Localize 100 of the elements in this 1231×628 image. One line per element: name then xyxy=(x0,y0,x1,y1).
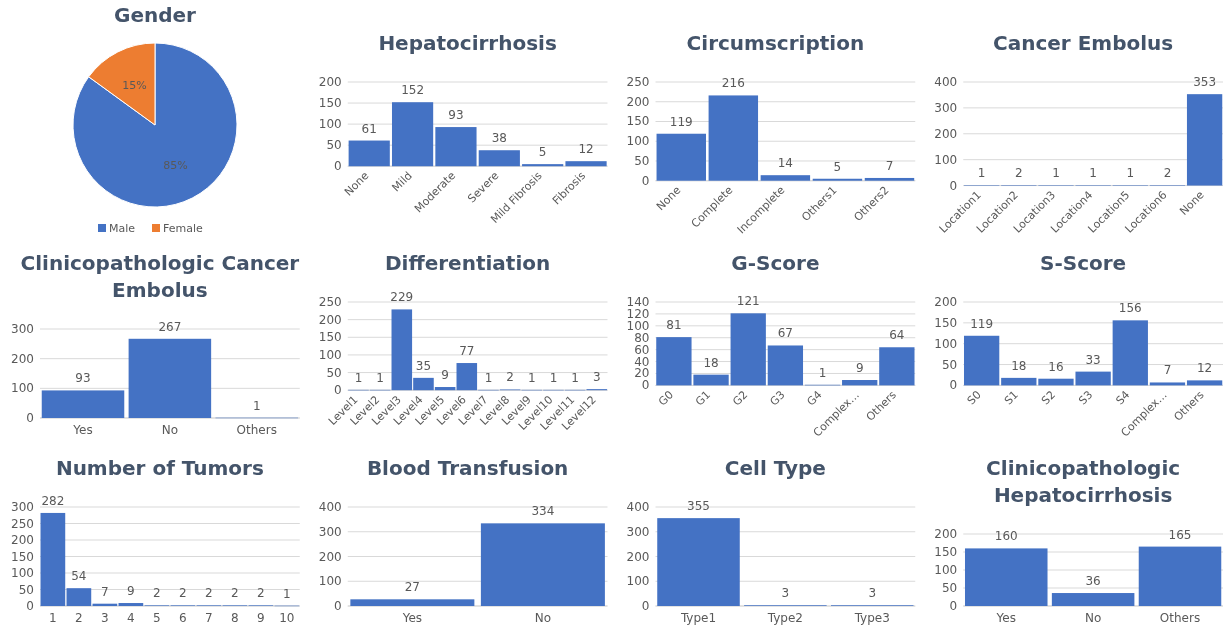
y-tick-label: 100 xyxy=(934,563,958,577)
x-tick-label: Type1 xyxy=(679,611,717,625)
data-label: 2 xyxy=(153,586,161,601)
x-tick-label: Others xyxy=(1159,611,1201,625)
data-label: 81 xyxy=(666,318,682,333)
x-tick-label: 4 xyxy=(127,611,135,625)
bar xyxy=(118,603,144,606)
y-tick-label: 250 xyxy=(11,516,34,531)
x-tick-label: 6 xyxy=(179,611,187,625)
y-tick-label: 400 xyxy=(934,75,958,89)
data-label: 93 xyxy=(75,371,91,386)
data-label: 3 xyxy=(781,586,790,601)
data-label: 119 xyxy=(970,316,994,331)
bar xyxy=(40,512,66,606)
y-tick-label: 0 xyxy=(334,383,342,398)
x-tick-label: Yes xyxy=(401,611,423,625)
y-tick-label: 20 xyxy=(634,366,650,381)
data-label: 33 xyxy=(1085,352,1101,367)
y-tick-label: 150 xyxy=(934,545,958,559)
x-tick-label: 3 xyxy=(101,611,109,625)
bar xyxy=(391,102,434,167)
chart-title: Cancer Embolus xyxy=(993,31,1174,55)
data-label: 3 xyxy=(868,586,877,601)
y-tick-label: 0 xyxy=(949,599,958,613)
data-label: 119 xyxy=(669,114,693,129)
bar xyxy=(41,390,125,418)
y-tick-label: 40 xyxy=(634,354,650,369)
bar xyxy=(1149,382,1186,386)
y-tick-label: 50 xyxy=(326,365,342,380)
y-tick-label: 200 xyxy=(626,94,650,109)
y-tick-label: 200 xyxy=(11,533,34,547)
y-tick-label: 100 xyxy=(11,566,34,580)
bar xyxy=(1138,546,1222,606)
chart-title: Clinicopathologic Cancer Embolus xyxy=(20,251,300,302)
data-label: 18 xyxy=(1011,358,1027,373)
data-label: 14 xyxy=(777,156,794,171)
x-tick-label: S0 xyxy=(964,388,984,408)
data-label: 1 xyxy=(283,586,291,601)
bar xyxy=(767,345,804,386)
y-tick-label: 300 xyxy=(11,322,34,336)
data-label: 7 xyxy=(1163,363,1172,378)
bar xyxy=(730,313,766,386)
y-tick-label: 200 xyxy=(318,312,342,327)
y-tick-label: 200 xyxy=(934,126,958,141)
legend-label: Male xyxy=(109,222,136,235)
data-label: 61 xyxy=(361,121,377,136)
bar xyxy=(128,338,212,418)
x-tick-label: G2 xyxy=(730,388,751,409)
bar xyxy=(1186,380,1223,386)
chart-title: Number of Tumors xyxy=(55,456,264,480)
x-tick-label: 1 xyxy=(49,611,57,625)
x-tick-label: No xyxy=(534,611,552,625)
y-tick-label: 100 xyxy=(934,336,958,351)
y-tick-label: 0 xyxy=(949,378,958,393)
data-label: 12 xyxy=(1196,361,1213,376)
data-label: 267 xyxy=(158,319,182,334)
bar xyxy=(864,177,915,181)
bar xyxy=(963,335,1000,386)
x-tick-label: S1 xyxy=(1001,388,1021,408)
data-label: 1 xyxy=(354,370,363,385)
data-label: 121 xyxy=(736,294,760,309)
data-label: 2 xyxy=(257,586,265,601)
y-tick-label: 400 xyxy=(318,500,342,514)
bar xyxy=(842,380,878,386)
x-tick-label: G0 xyxy=(655,388,677,409)
x-tick-label: S3 xyxy=(1076,388,1096,408)
legend-label: Female xyxy=(163,222,204,235)
y-tick-label: 80 xyxy=(634,330,650,345)
y-tick-label: 140 xyxy=(626,295,650,309)
data-label: 85% xyxy=(163,159,188,173)
data-label: 1 xyxy=(818,365,827,380)
chart-title: Gender xyxy=(114,3,197,27)
y-tick-label: 300 xyxy=(318,524,342,539)
y-tick-label: 150 xyxy=(11,549,34,564)
y-tick-label: 120 xyxy=(626,306,650,321)
y-tick-label: 50 xyxy=(634,153,650,168)
data-label: 27 xyxy=(404,580,420,595)
y-tick-label: 150 xyxy=(934,315,958,330)
y-tick-label: 60 xyxy=(634,342,650,357)
pie-slice xyxy=(72,42,238,208)
y-tick-label: 0 xyxy=(641,173,650,188)
data-label: 5 xyxy=(538,145,547,160)
x-tick-label: Yes xyxy=(72,423,93,437)
bar xyxy=(1051,593,1135,606)
y-tick-label: 100 xyxy=(11,381,34,396)
y-tick-label: 0 xyxy=(26,411,34,425)
y-tick-label: 50 xyxy=(18,582,34,597)
y-tick-label: 100 xyxy=(318,117,342,132)
data-label: 2 xyxy=(506,370,514,385)
x-tick-label: No xyxy=(1084,611,1102,625)
bar xyxy=(708,95,759,181)
y-tick-label: 300 xyxy=(11,500,34,514)
chart-title: Cell Type xyxy=(724,456,826,480)
x-tick-label: 7 xyxy=(205,611,213,625)
data-label: 1 xyxy=(376,370,384,385)
x-tick-label: 10 xyxy=(279,611,295,625)
y-tick-label: 250 xyxy=(626,75,650,89)
x-tick-label: Yes xyxy=(995,611,1016,625)
y-tick-label: 200 xyxy=(318,549,342,564)
y-tick-label: 50 xyxy=(941,357,958,372)
